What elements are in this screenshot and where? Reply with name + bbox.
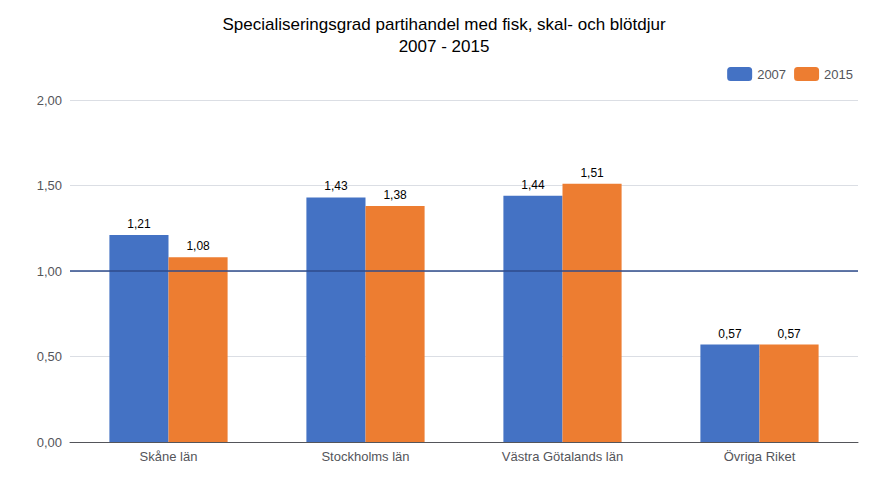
svg-text:2,00: 2,00 bbox=[37, 93, 62, 108]
svg-text:Stockholms län: Stockholms län bbox=[321, 449, 409, 464]
svg-text:Västra Götalands län: Västra Götalands län bbox=[502, 449, 623, 464]
svg-text:Skåne län: Skåne län bbox=[140, 449, 198, 464]
svg-text:1,21: 1,21 bbox=[127, 217, 151, 231]
svg-text:2007: 2007 bbox=[757, 67, 786, 82]
svg-text:1,50: 1,50 bbox=[37, 178, 62, 193]
svg-text:1,51: 1,51 bbox=[580, 166, 604, 180]
svg-text:Övriga Riket: Övriga Riket bbox=[724, 449, 796, 464]
svg-text:1,00: 1,00 bbox=[37, 264, 62, 279]
svg-text:0,57: 0,57 bbox=[777, 327, 801, 341]
svg-text:2015: 2015 bbox=[824, 67, 853, 82]
svg-text:1,43: 1,43 bbox=[324, 179, 348, 193]
svg-text:1,38: 1,38 bbox=[383, 188, 407, 202]
svg-text:0,00: 0,00 bbox=[37, 435, 62, 450]
svg-text:1,08: 1,08 bbox=[186, 239, 210, 253]
svg-text:0,50: 0,50 bbox=[37, 349, 62, 364]
svg-text:1,44: 1,44 bbox=[521, 178, 545, 192]
svg-text:0,57: 0,57 bbox=[718, 327, 742, 341]
svg-text:2007 - 2015: 2007 - 2015 bbox=[399, 37, 490, 56]
svg-text:Specialiseringsgrad partihande: Specialiseringsgrad partihandel med fisk… bbox=[222, 15, 666, 34]
